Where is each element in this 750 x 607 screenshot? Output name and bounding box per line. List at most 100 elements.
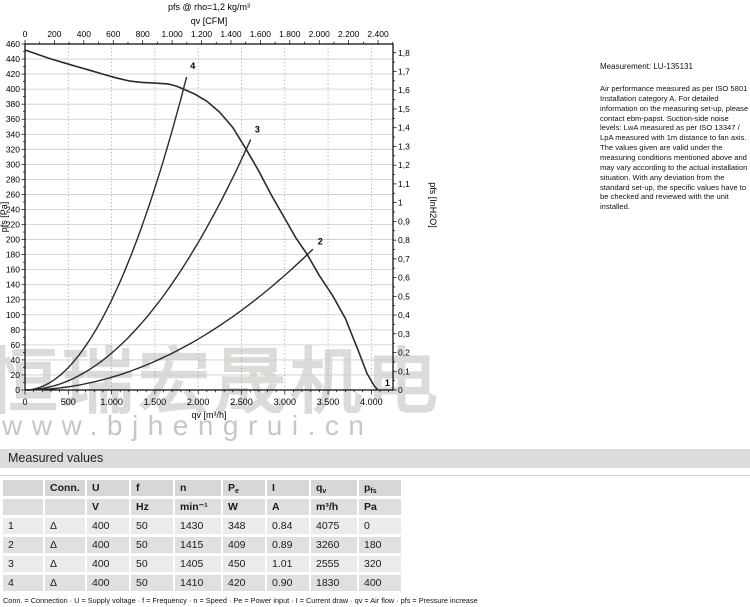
right-axis-tick-label: 1 bbox=[398, 198, 403, 208]
left-axis-tick-label: 20 bbox=[11, 370, 21, 380]
left-axis-tick-label: 280 bbox=[6, 174, 20, 184]
table-cell: 1410 bbox=[175, 575, 221, 591]
right-axis-tick-label: 0,3 bbox=[398, 329, 410, 339]
bottom-axis-tick-label: 3.000 bbox=[273, 397, 296, 407]
right-axis-tick-label: 1,5 bbox=[398, 104, 410, 114]
right-axis-label: pfs [InH2O] bbox=[428, 182, 438, 228]
top-axis-tick-label: 1.800 bbox=[279, 29, 301, 39]
bottom-axis-tick-label: 4.000 bbox=[360, 397, 383, 407]
watermark-url-text: www.bjhengrui.cn bbox=[2, 410, 374, 441]
table-cell: 1430 bbox=[175, 518, 221, 534]
system-resistance-curve-3 bbox=[24, 139, 252, 391]
left-axis-tick-label: 340 bbox=[6, 129, 20, 139]
table-cell: 0.89 bbox=[267, 537, 309, 553]
measurement-note-body: Air performance measured as per ISO 5801… bbox=[600, 84, 749, 212]
measurement-note: Measurement: LU-135131 Air performance m… bbox=[600, 62, 750, 212]
table-unit-cell: V bbox=[87, 499, 129, 515]
left-axis-tick-label: 200 bbox=[6, 235, 20, 245]
bottom-axis-tick-label: 2.000 bbox=[187, 397, 210, 407]
table-header-cell: Conn. bbox=[45, 480, 85, 496]
system-resistance-curve-4 bbox=[24, 76, 188, 391]
bottom-axis-label: qv [m³/h] bbox=[191, 410, 226, 420]
fan-performance-curve bbox=[24, 49, 379, 391]
left-axis-tick-label: 0 bbox=[15, 385, 20, 395]
measured-values-title: Measured values bbox=[0, 449, 750, 468]
table-header-cell bbox=[3, 480, 43, 496]
table-unit-cell: W bbox=[223, 499, 265, 515]
table-cell: 50 bbox=[131, 518, 173, 534]
table-cell: 409 bbox=[223, 537, 265, 553]
table-cell: 50 bbox=[131, 556, 173, 572]
right-axis-tick-label: 1,7 bbox=[398, 66, 410, 76]
right-axis-tick-label: 0,1 bbox=[398, 366, 410, 376]
right-axis-tick-label: 0,7 bbox=[398, 254, 410, 264]
left-axis-tick-label: 380 bbox=[6, 99, 20, 109]
table-header-cell: pfs bbox=[359, 480, 401, 496]
chart-title: pfs @ rho=1,2 kg/m³ bbox=[168, 2, 250, 12]
table-header-cell: Pe bbox=[223, 480, 265, 496]
system-resistance-curve-2 bbox=[25, 248, 314, 391]
table-header-cell: f bbox=[131, 480, 173, 496]
left-axis-tick-label: 180 bbox=[6, 250, 20, 260]
bottom-axis-tick-label: 1.000 bbox=[100, 397, 123, 407]
top-axis-tick-label: 1.600 bbox=[250, 29, 272, 39]
plot-border bbox=[24, 43, 394, 391]
table-cell: Δ bbox=[45, 575, 85, 591]
operating-point-label-3: 3 bbox=[255, 125, 260, 135]
left-axis-tick-label: 400 bbox=[6, 84, 20, 94]
table-unit-cell: min⁻¹ bbox=[175, 499, 221, 515]
left-axis-tick-label: 320 bbox=[6, 144, 20, 154]
table-cell: 2 bbox=[3, 537, 43, 553]
left-axis-tick-label: 460 bbox=[6, 39, 20, 49]
table-cell: Δ bbox=[45, 518, 85, 534]
right-axis-tick-label: 0,9 bbox=[398, 216, 410, 226]
right-axis-tick-label: 1,1 bbox=[398, 179, 410, 189]
table-cell: 1830 bbox=[311, 575, 357, 591]
table-unit-cell: Pa bbox=[359, 499, 401, 515]
top-axis-tick-label: 200 bbox=[47, 29, 61, 39]
table-cell: 2555 bbox=[311, 556, 357, 572]
top-axis-tick-label: 2.000 bbox=[309, 29, 331, 39]
left-axis-tick-label: 220 bbox=[6, 220, 20, 230]
top-axis-tick-label: 1.400 bbox=[220, 29, 242, 39]
table-cell: 420 bbox=[223, 575, 265, 591]
left-axis-tick-label: 80 bbox=[11, 325, 21, 335]
abbreviation-legend: Conn. = Connection · U = Supply voltage … bbox=[3, 596, 478, 605]
left-axis-tick-label: 140 bbox=[6, 280, 20, 290]
top-axis-tick-label: 800 bbox=[136, 29, 150, 39]
table-cell: 3260 bbox=[311, 537, 357, 553]
right-axis-tick-label: 1,8 bbox=[398, 48, 410, 58]
table-cell: 348 bbox=[223, 518, 265, 534]
table-header-cell: I bbox=[267, 480, 309, 496]
left-axis-tick-label: 100 bbox=[6, 310, 20, 320]
table-cell: 400 bbox=[87, 556, 129, 572]
right-axis-tick-label: 1,2 bbox=[398, 160, 410, 170]
operating-point-label-1: 1 bbox=[385, 378, 390, 388]
right-axis-tick-label: 0,8 bbox=[398, 235, 410, 245]
left-axis-tick-label: 240 bbox=[6, 204, 20, 214]
top-axis-tick-label: 1.000 bbox=[161, 29, 183, 39]
table-unit-cell bbox=[45, 499, 85, 515]
right-axis-tick-label: 0 bbox=[398, 385, 403, 395]
right-axis-tick-label: 0,6 bbox=[398, 273, 410, 283]
table-cell: 400 bbox=[87, 518, 129, 534]
right-axis-tick-label: 1,3 bbox=[398, 141, 410, 151]
table-header-cell: qv bbox=[311, 480, 357, 496]
table-cell: 50 bbox=[131, 575, 173, 591]
table-cell: 450 bbox=[223, 556, 265, 572]
left-axis-label: pfs [Pa] bbox=[0, 202, 9, 233]
right-axis-tick-label: 0,4 bbox=[398, 310, 410, 320]
operating-point-label-4: 4 bbox=[190, 61, 195, 71]
right-axis-tick-label: 1,6 bbox=[398, 85, 410, 95]
section-divider bbox=[0, 475, 750, 476]
table-cell: 4 bbox=[3, 575, 43, 591]
top-axis-tick-label: 0 bbox=[23, 29, 28, 39]
table-cell: Δ bbox=[45, 556, 85, 572]
table-cell: 0.90 bbox=[267, 575, 309, 591]
table-cell: Δ bbox=[45, 537, 85, 553]
table-cell: 400 bbox=[359, 575, 401, 591]
table-header-cell: n bbox=[175, 480, 221, 496]
